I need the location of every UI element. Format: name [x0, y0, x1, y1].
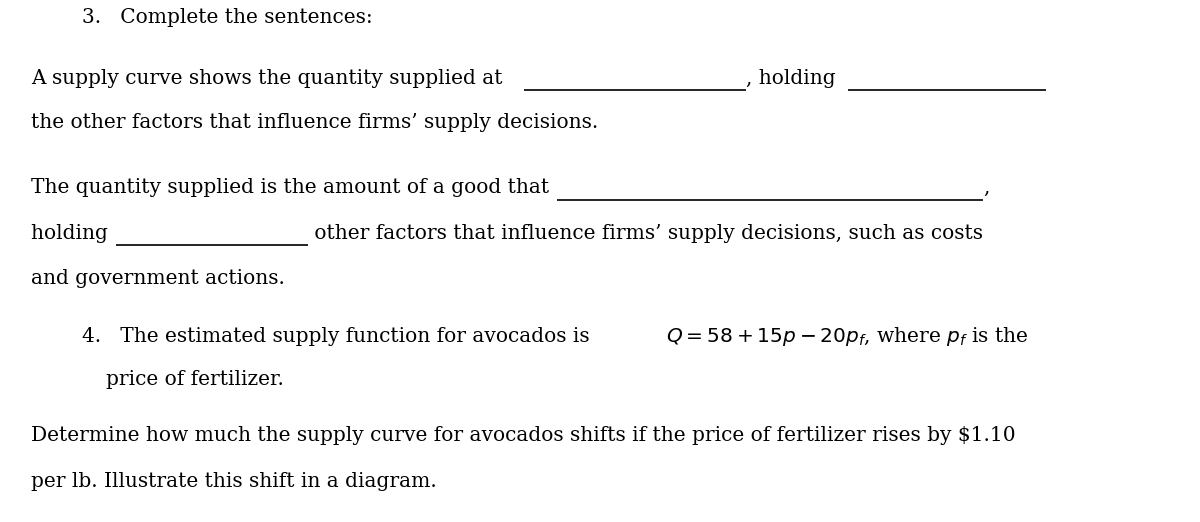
- Text: A supply curve shows the quantity supplied at: A supply curve shows the quantity suppli…: [31, 68, 509, 88]
- Text: $Q = 58 + 15p - 20p_f$, where $p_f$ is the: $Q = 58 + 15p - 20p_f$, where $p_f$ is t…: [666, 325, 1028, 348]
- Text: the other factors that influence firms’ supply decisions.: the other factors that influence firms’ …: [31, 113, 599, 132]
- Text: The quantity supplied is the amount of a good that: The quantity supplied is the amount of a…: [31, 178, 556, 197]
- Text: holding: holding: [31, 223, 114, 243]
- Text: 3.   Complete the sentences:: 3. Complete the sentences:: [82, 8, 372, 28]
- Text: and government actions.: and government actions.: [31, 269, 286, 289]
- Text: other factors that influence firms’ supply decisions, such as costs: other factors that influence firms’ supp…: [308, 223, 984, 243]
- Text: ,: ,: [983, 178, 989, 197]
- Text: per lb. Illustrate this shift in a diagram.: per lb. Illustrate this shift in a diagr…: [31, 471, 437, 491]
- Text: Determine how much the supply curve for avocados shifts if the price of fertiliz: Determine how much the supply curve for …: [31, 426, 1016, 445]
- Text: , holding: , holding: [746, 68, 842, 88]
- Text: 4.   The estimated supply function for avocados is: 4. The estimated supply function for avo…: [82, 327, 595, 346]
- Text: price of fertilizer.: price of fertilizer.: [106, 370, 283, 389]
